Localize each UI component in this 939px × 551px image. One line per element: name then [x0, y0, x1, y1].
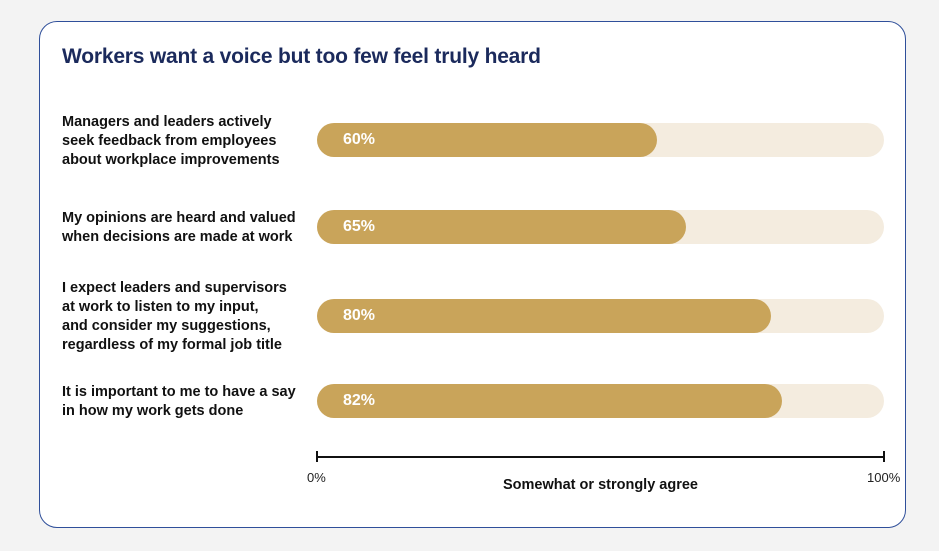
bar-value-label: 65% [343, 218, 376, 235]
bar: 60% [317, 123, 658, 157]
x-axis-title: Somewhat or strongly agree [503, 477, 698, 493]
x-axis-tick-start [316, 451, 318, 462]
category-label-line: at work to listen to my input, [62, 299, 259, 315]
bar-track: 65% [317, 210, 884, 244]
bar-value-label: 80% [343, 307, 376, 324]
bar: 65% [317, 210, 686, 244]
bar-track: 82% [317, 384, 884, 418]
category-label: My opinions are heard and valued when dec… [62, 209, 312, 247]
chart-card [39, 21, 906, 528]
category-label-line: about workplace improvements [62, 151, 280, 168]
category-label: I expect leaders and supervisors at work … [62, 279, 312, 355]
category-label: It is important to me to have a say in ho… [62, 383, 312, 421]
category-label-line: in how my work gets done [62, 403, 244, 419]
category-label-line: regardless of my formal job title [62, 337, 282, 353]
bar: 82% [317, 384, 782, 418]
x-axis-tick-end [883, 451, 885, 462]
category-label: Managers and leaders actively seek feedba… [62, 113, 312, 170]
x-axis-line [317, 456, 884, 458]
category-label-line: seek feedback from employees [62, 132, 277, 149]
bar-value-label: 82% [343, 392, 376, 409]
bar-track: 60% [317, 123, 884, 157]
category-label-line: I expect leaders and supervisors [62, 280, 287, 296]
category-label-line: It is important to me to have a say [62, 384, 296, 400]
bar-value-label: 60% [343, 131, 376, 148]
bar-track: 80% [317, 299, 884, 333]
category-label-line: Managers and leaders actively [62, 113, 272, 130]
category-label-line: My opinions are heard and valued [62, 210, 296, 226]
category-label-line: when decisions are made at work [62, 229, 293, 245]
bar: 80% [317, 299, 771, 333]
chart-title: Workers want a voice but too few feel tr… [62, 45, 541, 68]
x-tick-label-max: 100% [867, 470, 901, 485]
x-tick-label-min: 0% [307, 470, 326, 485]
category-label-line: and consider my suggestions, [62, 318, 271, 334]
